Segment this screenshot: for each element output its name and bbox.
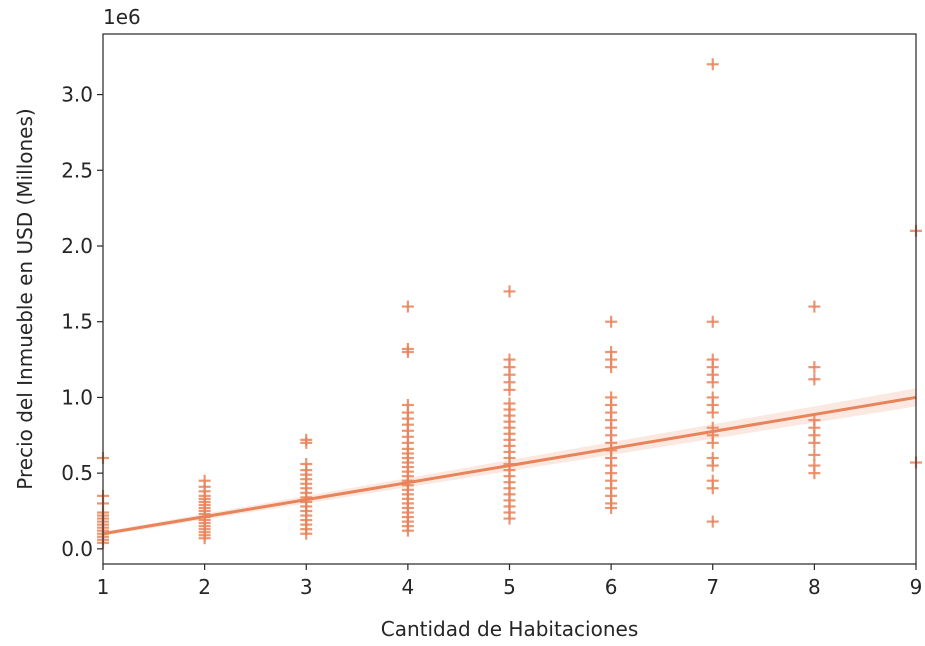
data-point xyxy=(808,448,821,461)
x-tick-label: 2 xyxy=(198,575,211,599)
data-point xyxy=(605,391,618,404)
data-point xyxy=(808,300,821,313)
data-point xyxy=(706,515,719,528)
x-tick-label: 8 xyxy=(808,575,821,599)
data-point xyxy=(605,315,618,328)
y-tick-label: 0.0 xyxy=(61,537,93,561)
data-point xyxy=(401,300,414,313)
y-tick-label: 2.5 xyxy=(61,158,93,182)
data-point xyxy=(503,353,516,366)
data-point xyxy=(706,474,719,487)
x-tick-label: 7 xyxy=(706,575,719,599)
x-tick-label: 5 xyxy=(503,575,516,599)
data-point xyxy=(706,315,719,328)
data-point xyxy=(808,361,821,374)
x-tick-label: 4 xyxy=(402,575,415,599)
data-point xyxy=(401,399,414,411)
data-point xyxy=(706,391,719,404)
data-point xyxy=(198,474,211,487)
x-axis: 1 2 3 4 5 6 7 8 9 xyxy=(97,564,923,599)
data-point xyxy=(808,414,821,427)
data-point xyxy=(706,58,719,71)
y-tick-label: 1.0 xyxy=(61,385,93,409)
data-point xyxy=(808,373,821,386)
data-point xyxy=(706,421,719,434)
x-tick-label: 9 xyxy=(910,575,923,599)
x-tick-label: 1 xyxy=(97,575,110,599)
y-offset-text: 1e6 xyxy=(103,5,141,29)
points-layer xyxy=(97,58,922,549)
data-point xyxy=(706,452,719,464)
data-point xyxy=(300,433,313,446)
x-tick-label: 6 xyxy=(605,575,618,599)
y-axis-label: Precio del Inmueble en USD (Millones) xyxy=(13,108,37,489)
data-point xyxy=(401,342,414,355)
y-tick-label: 0.5 xyxy=(61,461,93,485)
x-axis-label: Cantidad de Habitaciones xyxy=(381,617,639,641)
x-tick-label: 3 xyxy=(300,575,313,599)
y-tick-label: 2.0 xyxy=(61,234,93,258)
y-axis: 0.0 0.5 1.0 1.5 2.0 2.5 3.0 xyxy=(61,83,103,561)
data-point xyxy=(503,397,516,410)
data-point xyxy=(300,458,313,471)
data-point xyxy=(503,285,516,298)
y-tick-label: 3.0 xyxy=(61,83,93,107)
data-point xyxy=(605,346,618,358)
y-tick-label: 1.5 xyxy=(61,310,93,334)
data-point xyxy=(808,459,821,472)
data-point xyxy=(706,353,719,366)
